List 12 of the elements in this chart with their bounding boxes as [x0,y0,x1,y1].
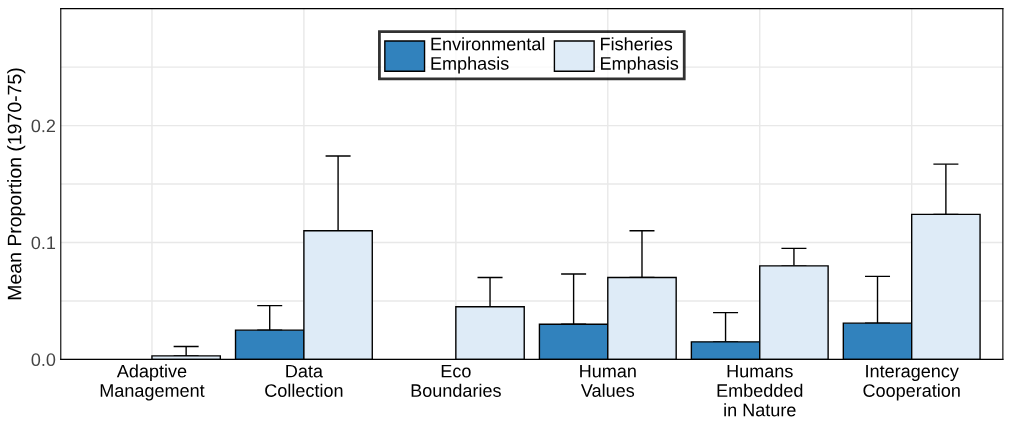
legend-label: Fisheries Emphasis [601,37,679,74]
x-tick-label: Adaptive Management [100,364,205,401]
x-tick-label: Interagency Cooperation [863,364,960,401]
x-tick-label: Data Collection [265,364,343,397]
x-tick-label: Eco Boundaries [411,364,501,397]
x-tick-label: Humans Embedded in Nature [717,364,803,417]
x-tick-label: Human Values [580,364,636,397]
y-tick-label: 0.0 [31,353,56,367]
y-axis-title: Mean Proportion (1970-75) [7,68,26,300]
legend-label: Environmental Emphasis [431,37,545,74]
y-tick-label: 0.1 [31,236,56,250]
y-tick-label: 0.2 [31,119,56,133]
